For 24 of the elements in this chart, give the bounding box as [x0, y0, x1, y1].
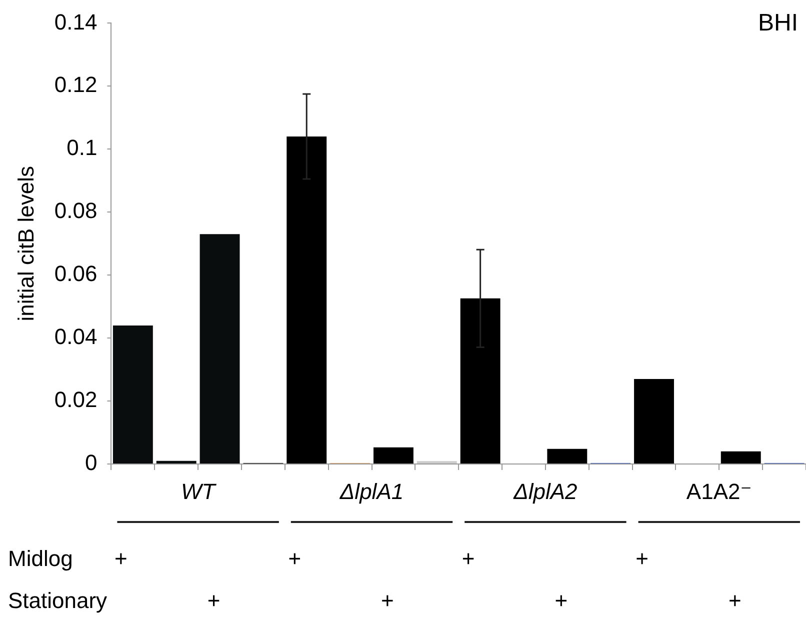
text: +: [207, 588, 220, 614]
text: A1A2⁻: [686, 479, 752, 504]
chart-title: BHI: [758, 10, 798, 37]
text: +: [114, 546, 128, 572]
y-axis-title: initial citB levels: [13, 166, 38, 322]
y-tick-label: 0.1: [66, 135, 98, 160]
text: ΔlplA1: [338, 479, 404, 504]
text: +: [636, 546, 648, 572]
y-tick-label: 0.08: [54, 198, 98, 224]
text: +: [728, 588, 742, 614]
y-tick-label: 0.06: [54, 261, 98, 286]
y-tick-label: 0.04: [54, 324, 98, 350]
text: WT: [180, 479, 217, 504]
y-tick-label: 0.14: [54, 9, 98, 34]
text: +: [381, 588, 394, 614]
text: Stationary: [8, 588, 108, 614]
text: +: [554, 588, 568, 614]
text: +: [462, 546, 475, 572]
y-tick-label: 0: [84, 450, 98, 476]
text: +: [288, 546, 302, 572]
text: Midlog: [8, 546, 73, 572]
y-tick-label: 0.02: [54, 387, 98, 412]
y-tick-label: 0.12: [54, 72, 98, 98]
text: ΔlplA2: [512, 479, 578, 504]
